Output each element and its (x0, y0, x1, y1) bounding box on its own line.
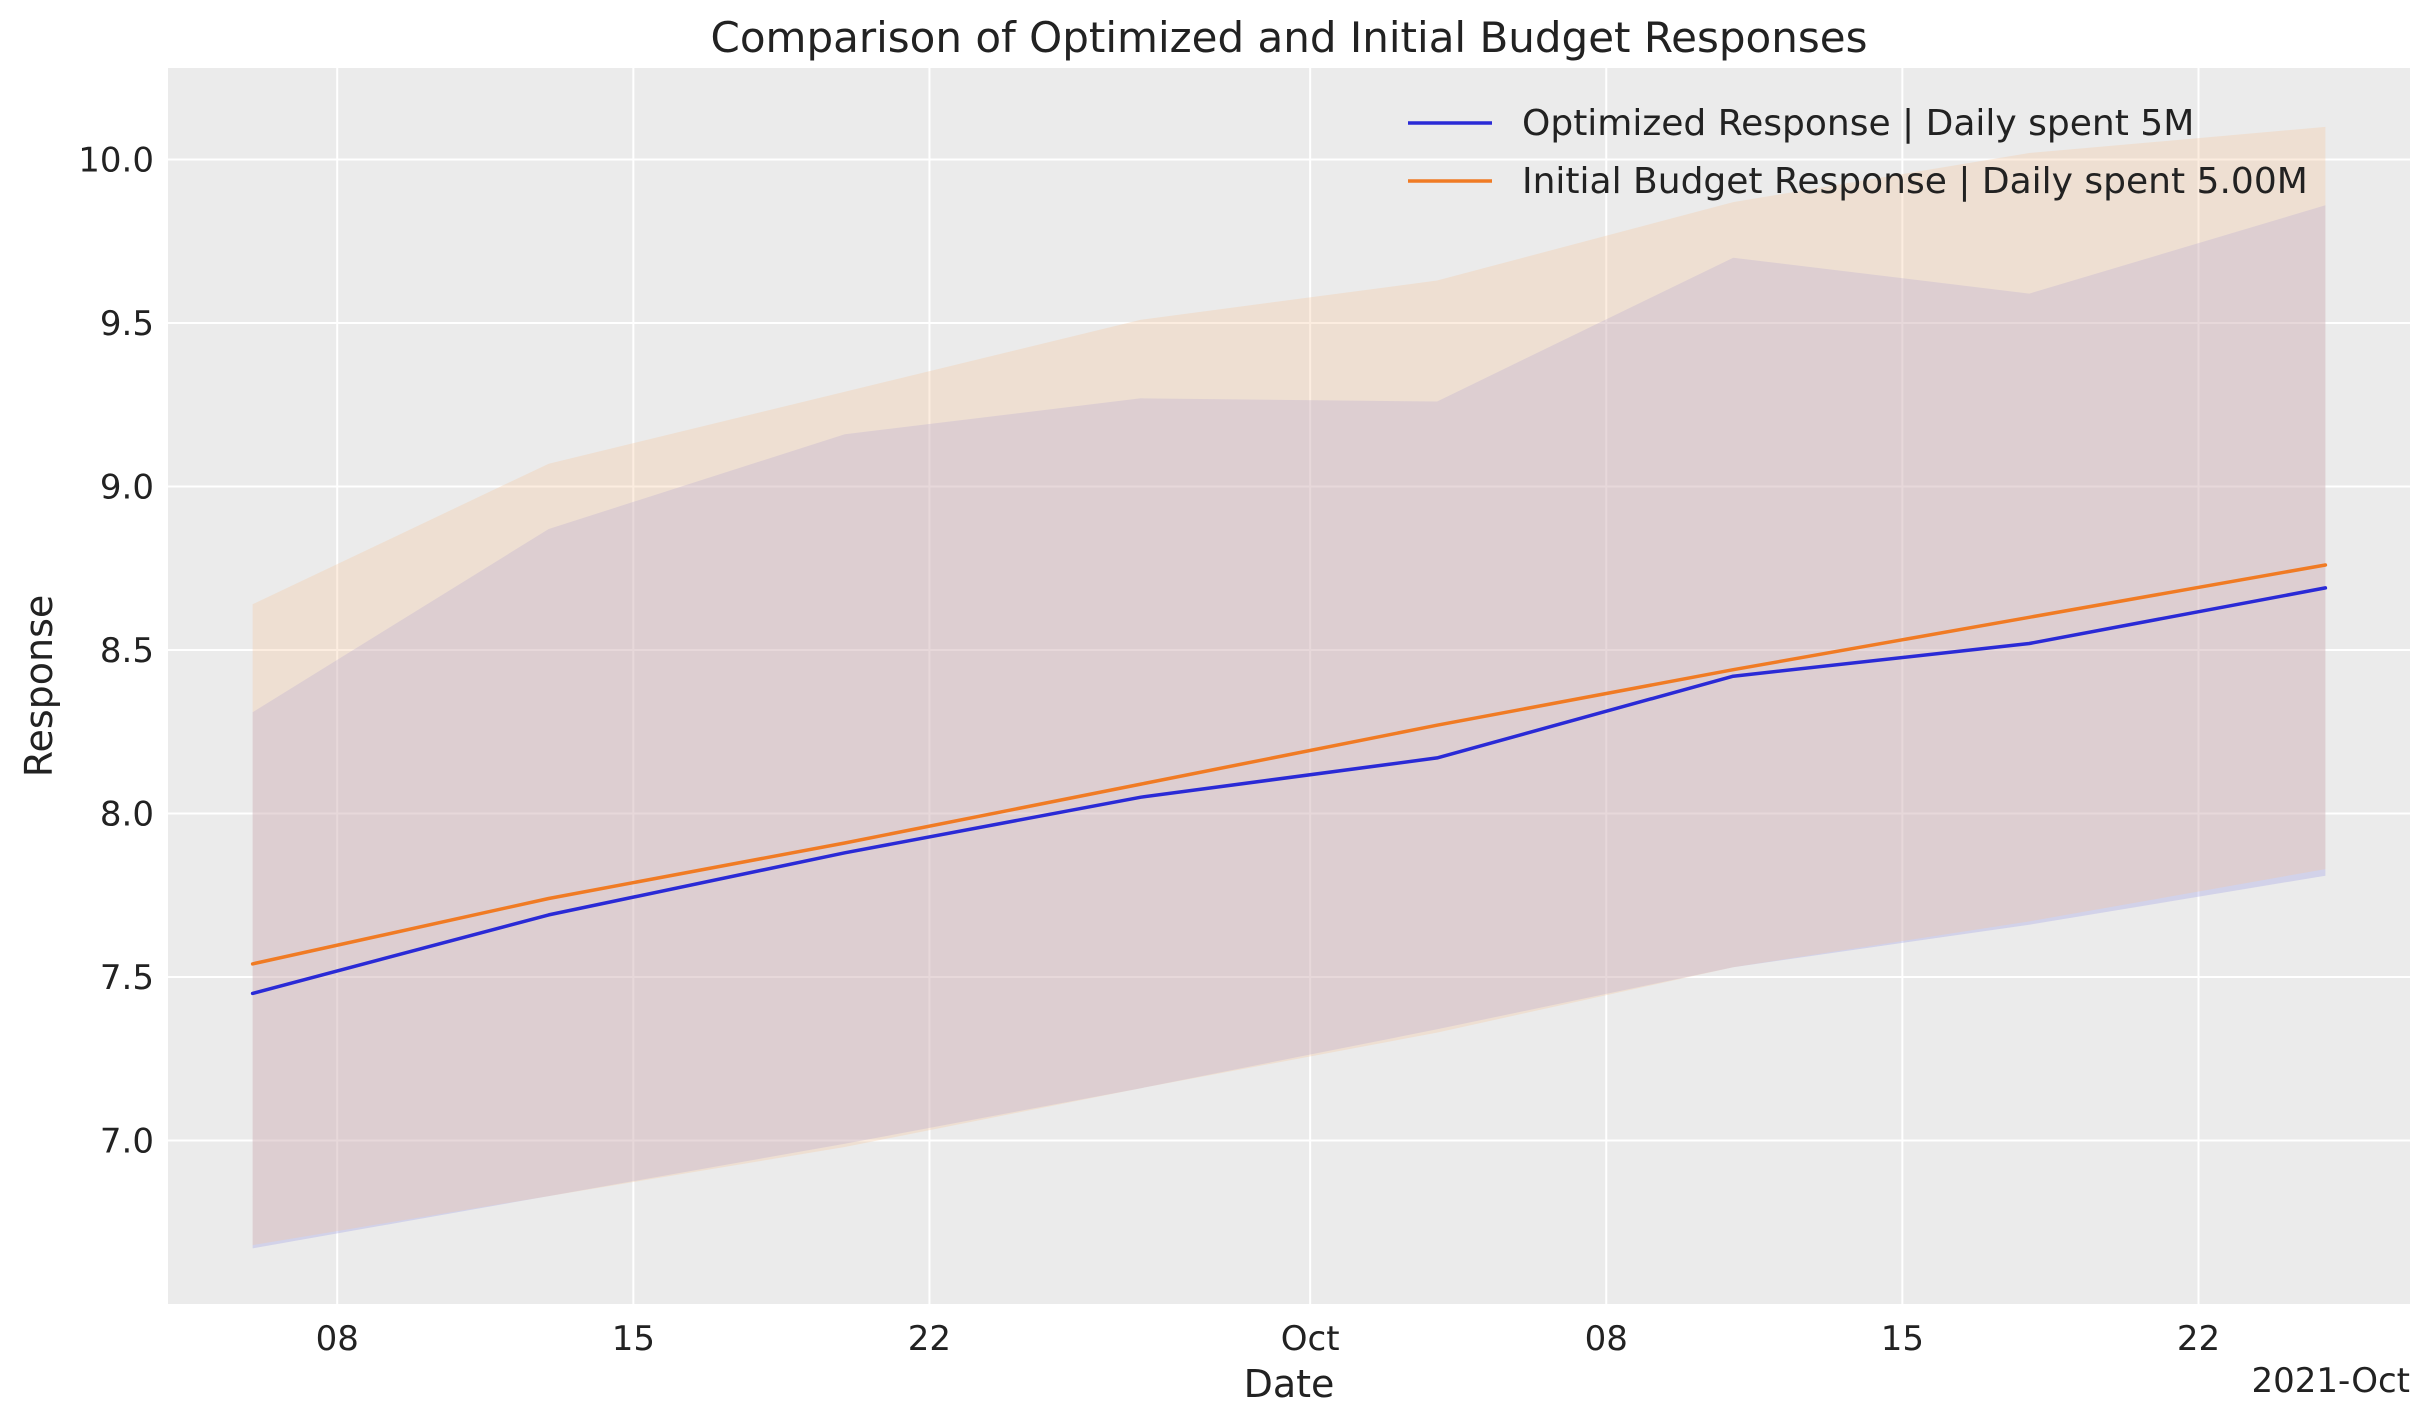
band-initial (252, 126, 2326, 1246)
legend-label-optimized: Optimized Response | Daily spent 5M (1522, 103, 2194, 144)
series-lines (250, 563, 2328, 996)
tick-labels: 7.0 7.5 8.0 8.5 9.0 9.5 10.0 08 15 22 Oct 08 15 22 (78, 141, 2220, 1359)
x-tick-label: 22 (908, 1319, 951, 1359)
y-tick-label: 9.0 (100, 468, 154, 508)
y-axis-label: Response (17, 595, 61, 778)
plot-background (168, 68, 2410, 1304)
x-tick-label: 15 (612, 1319, 655, 1359)
chart-title: Comparison of Optimized and Initial Budg… (711, 13, 1868, 62)
y-tick-label: 8.0 (100, 795, 154, 835)
band-optimized (252, 205, 2326, 1249)
y-tick-label: 7.0 (100, 1122, 154, 1162)
line-initial (250, 563, 2328, 966)
y-tick-label: 7.5 (100, 958, 154, 998)
y-tick-label: 10.0 (78, 141, 154, 181)
x-axis-label: Date (1244, 1362, 1335, 1406)
legend: Optimized Response | Daily spent 5M Init… (1408, 103, 2308, 202)
y-tick-label: 9.5 (100, 304, 154, 344)
x-axis-offset-label: 2021-Oct (2251, 1361, 2410, 1401)
uncertainty-bands (252, 126, 2326, 1249)
x-tick-label: Oct (1281, 1319, 1340, 1359)
y-tick-label: 8.5 (100, 631, 154, 671)
x-tick-label: 15 (1881, 1319, 1924, 1359)
line-optimized (250, 586, 2328, 996)
x-tick-label: 08 (316, 1319, 359, 1359)
x-tick-label: 22 (2177, 1319, 2220, 1359)
x-tick-label: 08 (1585, 1319, 1628, 1359)
legend-label-initial: Initial Budget Response | Daily spent 5.… (1522, 161, 2308, 202)
grid (168, 68, 2410, 1304)
